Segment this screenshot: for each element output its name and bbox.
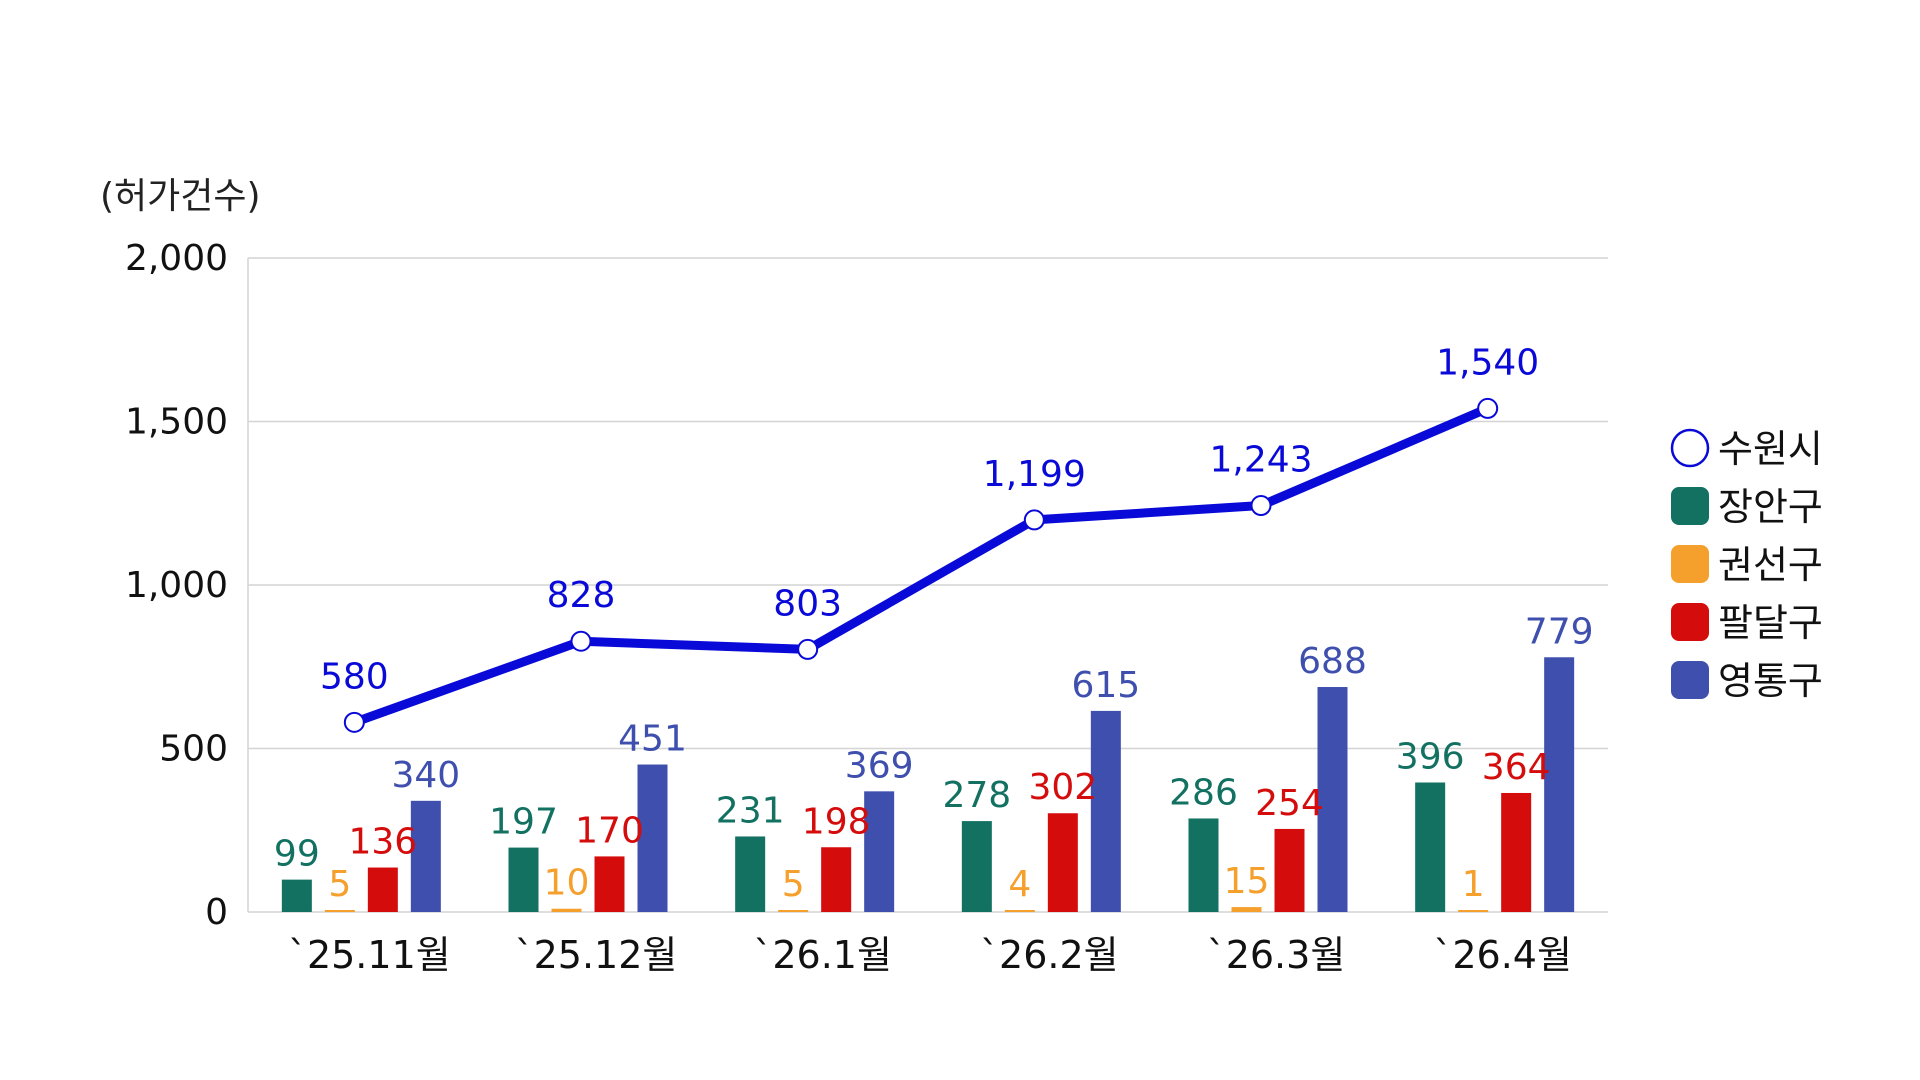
legend-label: 팔달구 [1718,601,1823,645]
bar-data-label: 4 [1008,864,1031,905]
line-point [1023,509,1045,531]
bar [1004,910,1035,912]
legend-item: 영통구 [1671,659,1823,703]
bar-data-label: 1 [1462,864,1485,905]
y-tick-label: 1,500 [125,402,228,443]
bar-data-label: 364 [1482,747,1551,788]
bar [324,910,355,912]
x-tick-label: `25.11월 [288,933,451,977]
x-tick-label: `26.3월 [1207,933,1346,977]
bar-labels: 99 197 231 278 286 396 5 10 5 4 15 1 136 170 198 302 254… [274,611,1594,905]
bars [281,657,1575,912]
bar-data-label: 5 [782,864,805,905]
bar-data-label: 10 [544,863,590,904]
legend-item: 장안구 [1671,485,1823,529]
line-point [1477,397,1499,419]
bar [1274,828,1305,912]
bar [1231,907,1262,912]
line-data-label: 828 [547,575,616,616]
bar-data-label: 136 [348,822,417,863]
legend-item: 수원시 [1670,427,1823,471]
y-tick-label: 500 [159,729,228,770]
x-tick-label: `26.1월 [753,933,892,977]
legend-item: 팔달구 [1671,601,1823,645]
y-tick-label: 0 [205,892,228,933]
line-point [797,638,819,660]
x-axis: `25.11월 `25.12월 `26.1월 `26.2월 `26.3월 `26.4월 [288,933,1572,977]
legend-label: 영통구 [1718,659,1823,703]
bar [1090,710,1121,912]
line-data-label: 1,243 [1209,440,1312,481]
bar [367,867,398,912]
line-point [1250,495,1272,517]
x-tick-label: `26.2월 [980,933,1119,977]
line-point [570,630,592,652]
line-data-label: 1,199 [983,454,1086,495]
x-tick-label: `26.4월 [1433,933,1572,977]
legend-swatch [1671,545,1709,583]
line-path [349,403,1493,727]
bar-data-label: 286 [1169,772,1238,813]
x-tick-label: `25.12월 [515,933,678,977]
bar [1544,657,1575,912]
bar-data-label: 278 [942,775,1011,816]
line-data-label: 580 [320,656,389,697]
line-series: 580 828 803 1,199 1,243 1,540 [320,342,1539,733]
bar-data-label: 15 [1224,861,1270,902]
bar [1501,792,1532,912]
bar [778,910,809,912]
bar-data-label: 302 [1028,767,1097,808]
bar [1047,813,1078,912]
bar-data-label: 5 [328,864,351,905]
y-tick-label: 2,000 [125,238,228,279]
bar [961,821,992,912]
bar [508,847,539,912]
legend-item: 권선구 [1671,543,1823,587]
bar [1317,687,1348,912]
bar-data-label: 254 [1255,783,1324,824]
legend-swatch [1671,487,1709,525]
bar [1188,818,1219,912]
bar [637,764,668,912]
bar [551,908,582,912]
bar [1415,782,1446,912]
bar [281,879,312,912]
legend-marker [1670,428,1710,468]
bar-data-label: 396 [1396,737,1465,778]
bar-data-label: 779 [1525,611,1594,652]
legend-swatch [1671,661,1709,699]
y-axis-unit-label: (허가건수) [100,176,261,217]
bar-data-label: 451 [618,719,687,760]
bar-data-label: 615 [1071,665,1140,706]
line-point [343,711,365,733]
bar [410,800,441,912]
line-data-label: 803 [773,583,842,624]
bar [735,836,766,912]
bar-data-label: 369 [845,745,914,786]
bar-data-label: 340 [391,755,460,796]
bar-data-label: 198 [802,801,871,842]
bar-data-label: 231 [716,790,785,831]
bar-data-label: 688 [1298,641,1367,682]
y-tick-label: 1,000 [125,565,228,606]
bar [1458,910,1489,912]
bar [821,847,852,912]
line-data-label: 1,540 [1436,342,1539,383]
legend-label: 권선구 [1718,543,1823,587]
bar-data-label: 197 [489,802,558,843]
bar [864,791,895,912]
bar [594,856,625,912]
bar-data-label: 99 [274,834,320,875]
legend-label: 수원시 [1718,427,1823,471]
bar-data-label: 170 [575,810,644,851]
y-axis: 0 500 1,000 1,500 2,000 [125,238,228,933]
legend-swatch [1671,603,1709,641]
legend-label: 장안구 [1718,485,1823,529]
